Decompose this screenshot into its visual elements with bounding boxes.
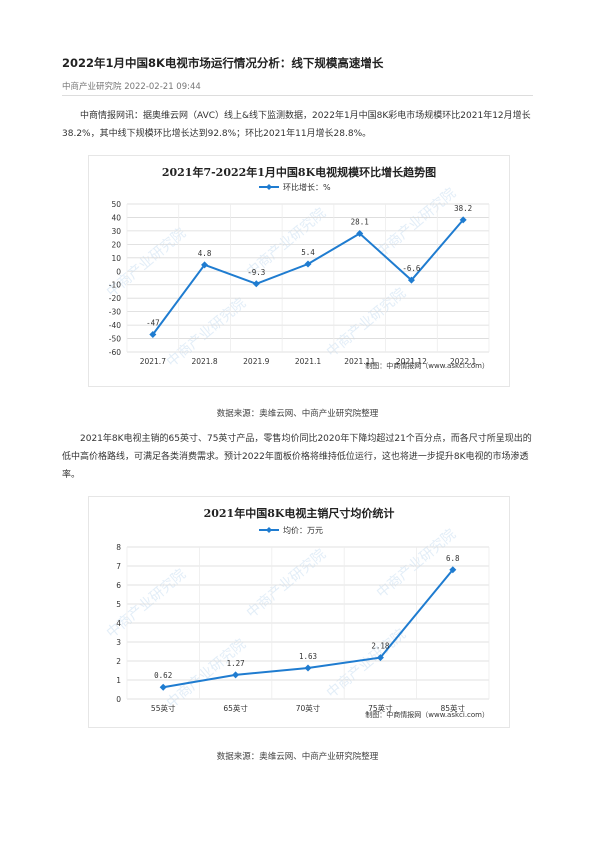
data-label: 6.8 (446, 554, 460, 563)
data-label: 2.18 (371, 642, 390, 651)
data-point (356, 229, 364, 237)
data-point (449, 566, 457, 574)
y-tick-label: 40 (111, 213, 121, 222)
y-tick-label: 7 (116, 562, 121, 571)
data-label: 1.27 (227, 659, 245, 668)
y-tick-label: -60 (109, 348, 121, 357)
x-tick-label: 85英寸 (441, 703, 466, 713)
watermark-text: 中商产业研究院 (244, 546, 329, 621)
x-tick-label: 2021.8 (191, 357, 217, 366)
data-label: 1.63 (299, 652, 317, 661)
x-tick-label: 2021.1 (295, 357, 321, 366)
x-tick-label: 2021.7 (140, 357, 166, 366)
legend-marker (266, 527, 272, 533)
legend-marker (266, 184, 272, 190)
divider (62, 95, 533, 96)
data-label: -47 (146, 319, 160, 328)
y-tick-label: 4 (116, 619, 121, 628)
y-tick-label: 2 (116, 657, 121, 666)
x-tick-label: 2021.9 (243, 357, 269, 366)
paragraph-2: 2021年8K电视主销的65英寸、75英寸产品，零售均价同比2020年下降均超过… (62, 434, 532, 480)
data-label: 38.2 (454, 204, 472, 213)
y-tick-label: 30 (111, 227, 121, 236)
growth-trend-chart: 中商产业研究院 中商产业研究院 中商产业研究院 中商产业研究院 中商产业研究院 2021年… (88, 155, 510, 387)
data-label: -6.6 (402, 264, 421, 273)
chart-credit: 制图：中商情报网（www.askci.com） (365, 361, 489, 370)
chart-credit: 制图：中商情报网（www.askci.com） (365, 710, 489, 719)
article-title: 2022年1月中国8K电视市场运行情况分析：线下规模高速增长 (62, 56, 384, 70)
legend-label: 均价：万元 (283, 525, 323, 535)
x-tick-label: 2021.11 (344, 357, 375, 366)
data-point (252, 280, 260, 288)
article-meta: 中商产业研究院 2022-02-21 09:44 (62, 82, 201, 92)
size-price-chart: 中商产业研究院 中商产业研究院 中商产业研究院 中商产业研究院 中商产业研究院 2021年… (88, 496, 510, 728)
y-tick-label: -30 (109, 308, 121, 317)
x-tick-label: 70英寸 (296, 703, 321, 713)
x-tick-label: 75英寸 (368, 703, 393, 713)
y-tick-label: 5 (116, 600, 121, 609)
chart-title: 2021年中国8K电视主销尺寸均价统计 (204, 506, 395, 520)
data-label: 4.8 (198, 249, 212, 258)
source-note-2: 数据来源：奥维云网、中商产业研究院整理 (216, 752, 379, 762)
y-tick-label: 10 (111, 254, 121, 263)
data-point (201, 261, 209, 269)
data-point (376, 654, 384, 662)
data-label: 5.4 (301, 248, 315, 257)
data-point (407, 276, 415, 284)
data-point (304, 664, 312, 672)
y-tick-label: -50 (109, 335, 121, 344)
y-tick-label: -20 (109, 294, 121, 303)
y-tick-label: 0 (116, 267, 121, 276)
y-tick-label: -10 (109, 281, 121, 290)
y-tick-label: 3 (116, 638, 121, 647)
y-tick-label: 8 (116, 543, 121, 552)
data-label: 0.62 (154, 671, 172, 680)
source-note-1: 数据来源：奥维云网、中商产业研究院整理 (216, 409, 379, 419)
data-point (304, 260, 312, 268)
series-line (152, 219, 464, 336)
x-tick-label: 2022.1 (450, 357, 476, 366)
data-point (232, 671, 240, 679)
y-tick-label: 0 (116, 695, 121, 704)
y-tick-label: -40 (109, 321, 121, 330)
y-tick-label: 50 (111, 200, 121, 209)
data-point (149, 331, 157, 339)
y-tick-label: 1 (116, 676, 121, 685)
watermark-text: 中商产业研究院 (324, 285, 409, 360)
watermark-text: 中商产业研究院 (374, 185, 459, 260)
y-tick-label: 6 (116, 581, 121, 590)
chart-title: 2021年7-2022年1月中国8K电视规模环比增长趋势图 (162, 165, 436, 179)
x-tick-label: 55英寸 (151, 703, 176, 713)
data-point (159, 683, 167, 691)
y-tick-label: 20 (111, 240, 121, 249)
x-tick-label: 2021.12 (396, 357, 427, 366)
legend-label: 环比增长：% (283, 182, 331, 192)
paragraph-1: 中商情报网讯：据奥维云网（AVC）线上&线下监测数据，2022年1月中国8K彩电… (62, 111, 531, 139)
data-label: 28.1 (351, 217, 369, 226)
data-label: -9.3 (247, 268, 265, 277)
x-tick-label: 65英寸 (223, 703, 248, 713)
